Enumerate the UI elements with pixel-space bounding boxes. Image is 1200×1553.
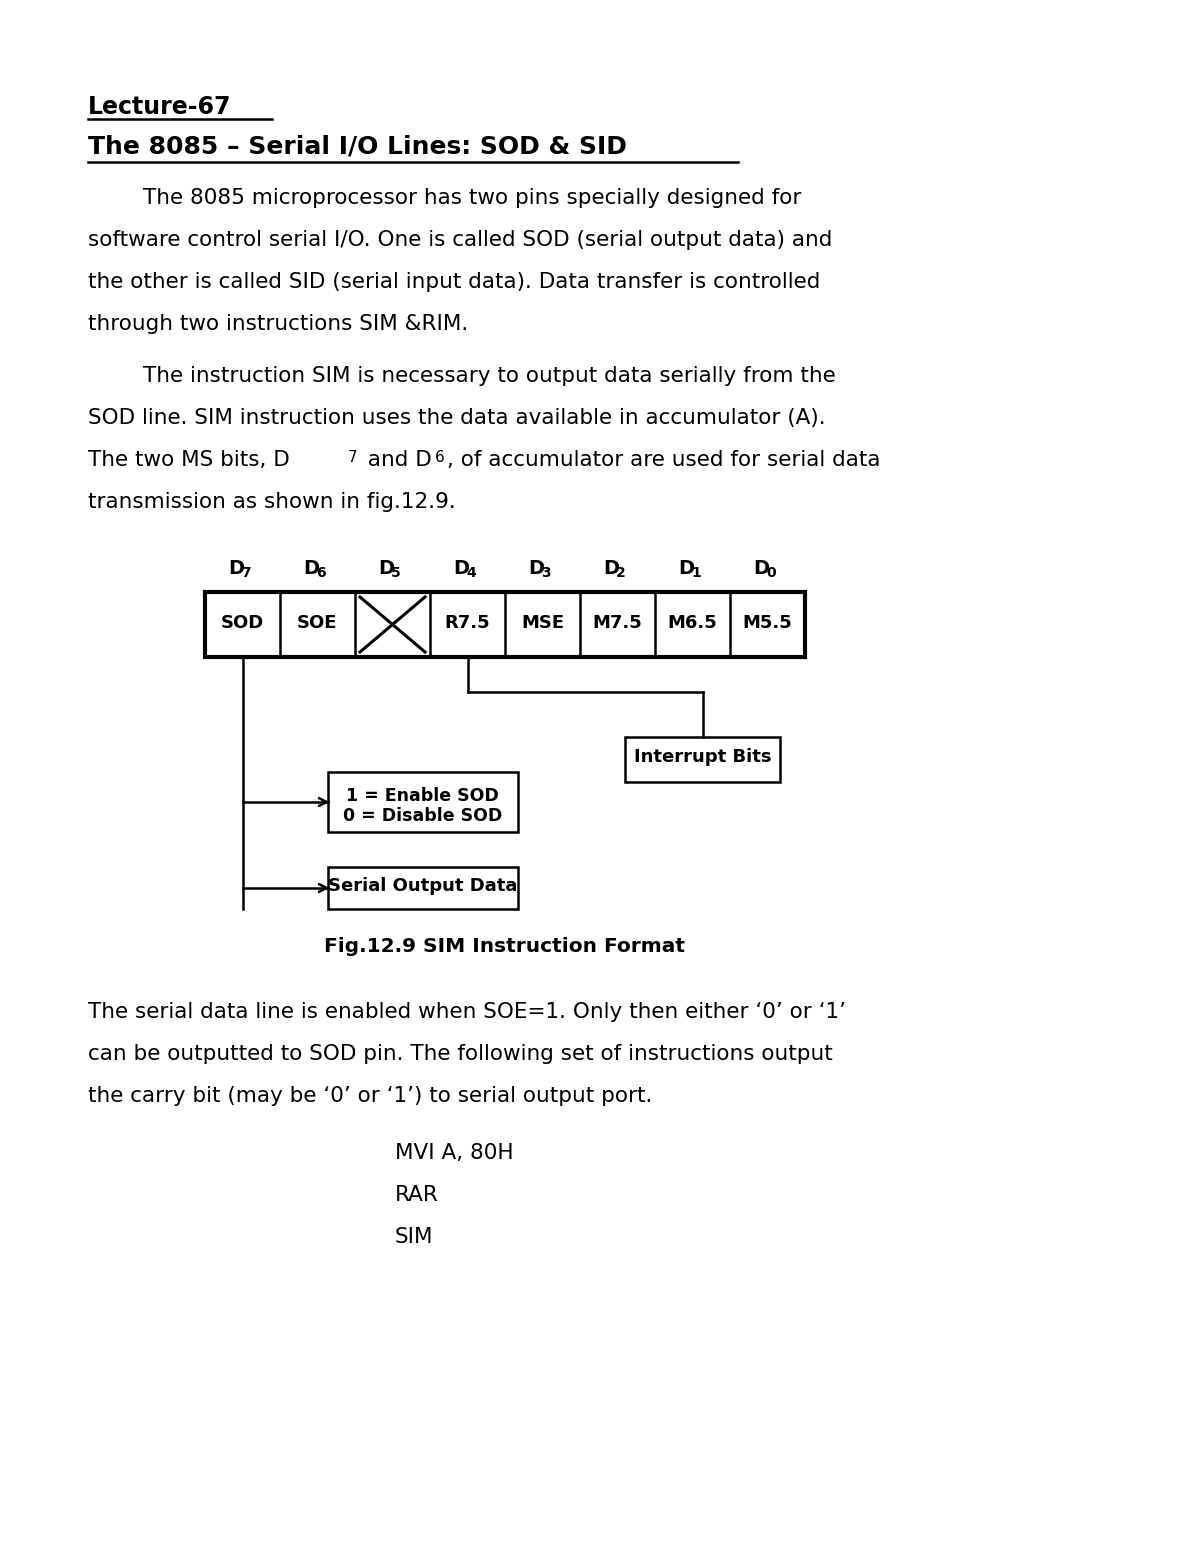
Text: M7.5: M7.5 [593, 613, 642, 632]
Text: The two MS bits, D: The two MS bits, D [88, 450, 289, 471]
Text: The instruction SIM is necessary to output data serially from the: The instruction SIM is necessary to outp… [88, 367, 835, 387]
Bar [328, 772, 517, 832]
Text: M6.5: M6.5 [667, 613, 718, 632]
Text: SOD line. SIM instruction uses the data available in accumulator (A).: SOD line. SIM instruction uses the data … [88, 408, 826, 429]
Text: 3: 3 [541, 565, 551, 579]
Text: and D: and D [361, 450, 432, 471]
Text: The 8085 – Serial I/O Lines: SOD & SID: The 8085 – Serial I/O Lines: SOD & SID [88, 135, 626, 158]
Text: The 8085 microprocessor has two pins specially designed for: The 8085 microprocessor has two pins spe… [88, 188, 802, 208]
Text: , of accumulator are used for serial data: , of accumulator are used for serial dat… [446, 450, 881, 471]
Text: 5: 5 [391, 565, 401, 579]
Text: SOD: SOD [221, 613, 264, 632]
Text: 4: 4 [466, 565, 475, 579]
Text: the carry bit (may be ‘0’ or ‘1’) to serial output port.: the carry bit (may be ‘0’ or ‘1’) to ser… [88, 1086, 653, 1106]
Bar [205, 592, 805, 657]
Text: D: D [604, 559, 619, 578]
Text: D: D [678, 559, 694, 578]
Text: 0: 0 [766, 565, 775, 579]
Text: 7: 7 [348, 450, 358, 464]
Text: RAR: RAR [395, 1185, 439, 1205]
Text: SIM: SIM [395, 1227, 433, 1247]
Text: 1: 1 [691, 565, 701, 579]
Text: R7.5: R7.5 [445, 613, 491, 632]
Text: 2: 2 [616, 565, 625, 579]
Text: 0 = Disable SOD: 0 = Disable SOD [343, 808, 502, 825]
Text: D: D [754, 559, 769, 578]
Text: D: D [528, 559, 544, 578]
Text: Fig.12.9 SIM Instruction Format: Fig.12.9 SIM Instruction Format [324, 936, 685, 957]
Text: SOE: SOE [298, 613, 337, 632]
Text: M5.5: M5.5 [743, 613, 792, 632]
Text: The serial data line is enabled when SOE=1. Only then either ‘0’ or ‘1’: The serial data line is enabled when SOE… [88, 1002, 846, 1022]
Text: 6: 6 [436, 450, 445, 464]
Text: 1 = Enable SOD: 1 = Enable SOD [346, 787, 499, 804]
Text: 7: 7 [241, 565, 251, 579]
Text: 6: 6 [316, 565, 325, 579]
Bar [625, 738, 780, 783]
Text: MVI A, 80H: MVI A, 80H [395, 1143, 514, 1163]
Bar [328, 867, 517, 909]
Text: through two instructions SIM &RIM.: through two instructions SIM &RIM. [88, 314, 468, 334]
Text: MSE: MSE [521, 613, 564, 632]
Text: software control serial I/O. One is called SOD (serial output data) and: software control serial I/O. One is call… [88, 230, 833, 250]
Text: D: D [228, 559, 244, 578]
Text: transmission as shown in fig.12.9.: transmission as shown in fig.12.9. [88, 492, 456, 512]
Text: D: D [302, 559, 319, 578]
Text: D: D [454, 559, 469, 578]
Text: Interrupt Bits: Interrupt Bits [634, 749, 772, 767]
Text: D: D [378, 559, 394, 578]
Text: the other is called SID (serial input data). Data transfer is controlled: the other is called SID (serial input da… [88, 272, 821, 292]
Text: Serial Output Data: Serial Output Data [328, 877, 517, 895]
Text: Lecture-67: Lecture-67 [88, 95, 232, 120]
Text: can be outputted to SOD pin. The following set of instructions output: can be outputted to SOD pin. The followi… [88, 1044, 833, 1064]
